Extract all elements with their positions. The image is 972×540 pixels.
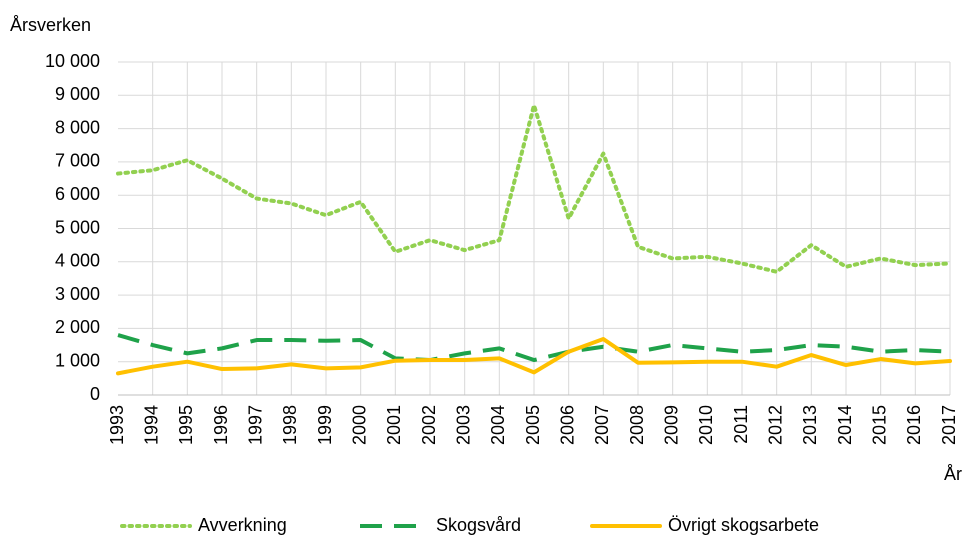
y-tick-label: 8 000	[55, 117, 100, 137]
legend-label: Avverkning	[198, 515, 287, 535]
x-tick-label: 1995	[176, 405, 196, 445]
x-tick-label: 2005	[523, 405, 543, 445]
y-tick-label: 10 000	[45, 51, 100, 71]
series-line	[116, 337, 952, 376]
x-axis-label: År	[944, 464, 962, 484]
x-tick-label: 2008	[627, 405, 647, 445]
x-tick-label: 2001	[384, 405, 404, 445]
x-tick-label: 2011	[731, 405, 751, 444]
x-tick-label: 1993	[107, 405, 127, 445]
series-line	[117, 333, 951, 363]
series-line	[116, 103, 952, 274]
y-tick-label: 7 000	[55, 151, 100, 171]
x-tick-label: 1996	[211, 405, 231, 445]
y-tick-label: 2 000	[55, 317, 100, 337]
x-tick-label: 1998	[280, 405, 300, 445]
x-tick-label: 2003	[453, 405, 473, 445]
y-tick-label: 6 000	[55, 184, 100, 204]
legend-label: Skogsvård	[436, 515, 521, 535]
y-tick-label: 5 000	[55, 217, 100, 237]
x-tick-label: 2004	[488, 405, 508, 445]
x-tick-label: 2017	[939, 405, 959, 445]
x-tick-label: 1997	[245, 405, 265, 445]
x-tick-label: 2000	[349, 405, 369, 445]
y-axis-label: Årsverken	[10, 15, 91, 35]
x-tick-label: 2015	[869, 405, 889, 445]
x-tick-label: 2009	[661, 405, 681, 445]
x-tick-label: 1999	[315, 405, 335, 445]
x-tick-label: 2016	[904, 405, 924, 445]
y-tick-label: 0	[90, 384, 100, 404]
y-tick-label: 4 000	[55, 251, 100, 271]
x-tick-label: 2006	[557, 405, 577, 445]
y-tick-label: 1 000	[55, 350, 100, 370]
x-tick-label: 2007	[592, 405, 612, 445]
x-tick-label: 1994	[141, 405, 161, 445]
x-tick-label: 2002	[419, 405, 439, 445]
x-tick-label: 2012	[765, 405, 785, 445]
legend-label: Övrigt skogsarbete	[668, 515, 819, 535]
y-tick-label: 3 000	[55, 284, 100, 304]
x-tick-label: 2014	[835, 405, 855, 445]
x-tick-label: 2010	[696, 405, 716, 445]
y-tick-label: 9 000	[55, 84, 100, 104]
x-tick-label: 2013	[800, 405, 820, 445]
